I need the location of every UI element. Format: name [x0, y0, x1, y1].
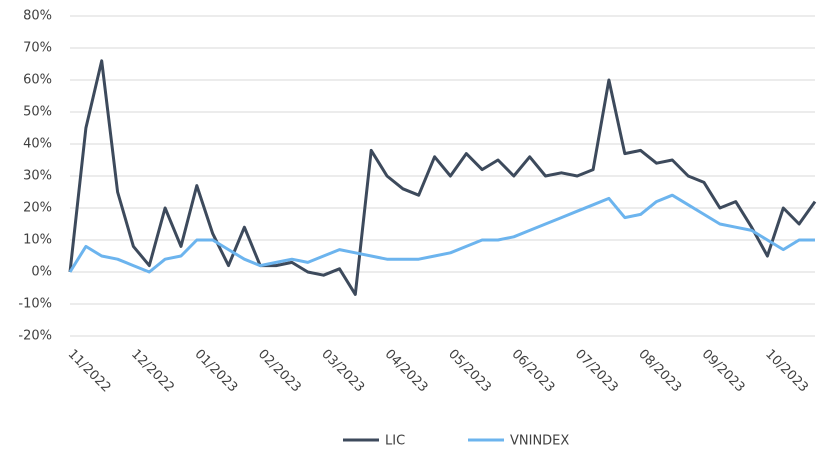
legend-label: VNINDEX [510, 434, 569, 449]
x-tick-label: 11/2022 [65, 347, 114, 396]
series-line [68, 59, 817, 296]
x-tick-label: 07/2023 [572, 347, 621, 396]
x-tick-label: 01/2023 [192, 347, 241, 396]
x-tick-label: 12/2022 [128, 347, 177, 396]
series-line [68, 193, 815, 274]
y-tick-label: 20% [23, 201, 52, 216]
x-tick-label: 02/2023 [255, 347, 304, 396]
y-tick-label: 40% [23, 137, 52, 152]
y-tick-label: 50% [23, 105, 52, 120]
legend-label: LIC [385, 434, 405, 449]
x-tick-label: 06/2023 [509, 347, 558, 396]
y-tick-label: -10% [18, 297, 52, 312]
x-tick-label: 10/2023 [762, 347, 811, 396]
x-tick-label: 09/2023 [699, 347, 748, 396]
x-tick-label: 05/2023 [445, 347, 494, 396]
y-tick-label: 80% [23, 9, 52, 24]
y-tick-label: 0% [31, 265, 52, 280]
y-tick-label: 30% [23, 169, 52, 184]
x-tick-label: 04/2023 [382, 347, 431, 396]
y-tick-label: 70% [23, 41, 52, 56]
x-tick-label: 03/2023 [318, 347, 367, 396]
y-tick-label: 10% [23, 233, 52, 248]
y-tick-label: -20% [18, 329, 52, 344]
x-tick-label: 08/2023 [635, 347, 684, 396]
y-tick-label: 60% [23, 73, 52, 88]
